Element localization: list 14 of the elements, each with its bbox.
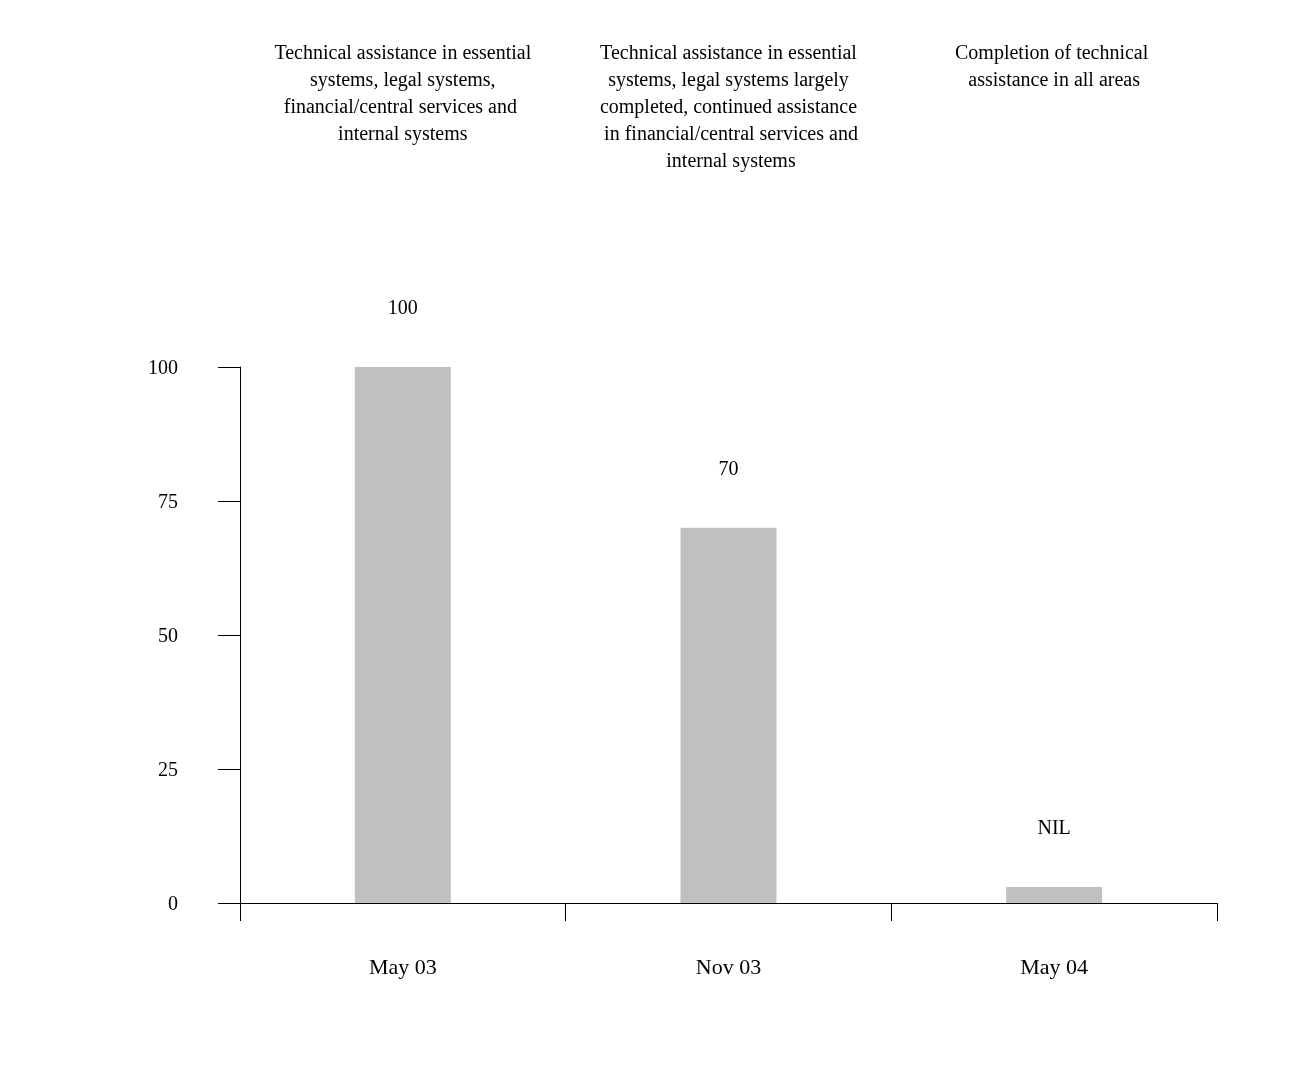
- data-label: 100: [387, 296, 418, 318]
- y-tick-label: 75: [158, 490, 178, 512]
- text: Completion of technical assistance in all areas: [955, 40, 1154, 90]
- x-tick-label: May 04: [1020, 953, 1089, 979]
- data-label: NIL: [1037, 815, 1071, 838]
- y-tick-label: 0: [168, 892, 178, 914]
- data-label: 70: [718, 456, 739, 479]
- y-tick-label: 100: [148, 356, 178, 378]
- y-tick-label: 25: [158, 758, 178, 780]
- text: Technical assistance in essential systems, legal systems largely completed, continued assistance in financial/central services and internal systems: [599, 40, 858, 172]
- text: Technical assistance in essential systems, legal systems, financial/central services and internal systems: [274, 40, 532, 145]
- x-tick-label: Nov 03: [695, 953, 762, 979]
- y-tick-label: 50: [158, 624, 178, 646]
- x-tick-label: May 03: [368, 953, 437, 979]
